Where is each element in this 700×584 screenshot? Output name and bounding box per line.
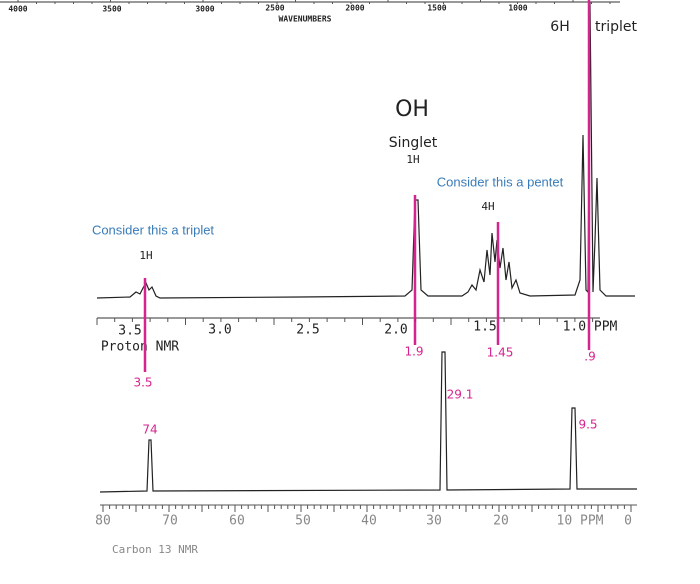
carbon-title: Carbon 13 NMR: [112, 543, 198, 556]
carbon-axis-label: 40: [361, 514, 377, 529]
annotation: 1H: [406, 153, 419, 166]
shift-mark: 3.5: [133, 376, 152, 390]
shift-mark: 1.45: [487, 346, 514, 360]
tick-marks: [17, 0, 632, 512]
annotation: triplet: [595, 19, 638, 35]
wn-label: 3500: [102, 5, 121, 14]
carbon-axis-label: 80: [95, 514, 111, 529]
carbon-axis-label: 70: [162, 514, 178, 529]
carbon-axis-label: 0: [624, 514, 632, 529]
proton-axis-label: 3.5: [118, 324, 141, 339]
pink-markers: [143, 0, 591, 372]
shift-mark: .9: [584, 350, 595, 364]
annotation: OH: [395, 97, 429, 122]
annotation: Consider this a triplet: [92, 222, 214, 237]
carbon-axis-label: 10 PPM: [557, 514, 604, 529]
annotation: 4H: [481, 200, 494, 213]
proton-title: Proton NMR: [101, 340, 179, 355]
wn-label: 2500: [265, 4, 284, 13]
proton-axis-label: 3.0: [208, 323, 231, 338]
shift-mark: 29.1: [447, 388, 474, 402]
wn-label: 1500: [427, 4, 446, 13]
proton-axis-label: 2.5: [296, 323, 319, 338]
annotation: 6H: [550, 19, 569, 35]
carbon-axis-label: 50: [295, 514, 311, 529]
carbon-axis-label: 60: [229, 514, 245, 529]
annotation: Singlet: [389, 135, 438, 151]
wn-label: 1000: [508, 4, 527, 13]
carbon-axis-label: 30: [426, 514, 442, 529]
annotation: 1H: [139, 249, 152, 262]
shift-mark: 1.9: [404, 345, 423, 359]
carbon-trace: [99, 351, 637, 493]
carbon-axis-label: 20: [493, 514, 509, 529]
wn-label: 2000: [345, 4, 364, 13]
proton-trace: [96, 1, 635, 299]
wn-title: WAVENUMBERS: [279, 15, 332, 24]
wn-label: 3000: [195, 5, 214, 14]
proton-axis-label: 2.0: [384, 323, 407, 338]
proton-axis-label: 1.5: [473, 320, 496, 335]
shift-mark: 74: [142, 423, 157, 437]
wn-label: 4000: [8, 5, 27, 14]
annotation: Consider this a pentet: [437, 174, 564, 189]
shift-mark: 9.5: [578, 418, 597, 432]
